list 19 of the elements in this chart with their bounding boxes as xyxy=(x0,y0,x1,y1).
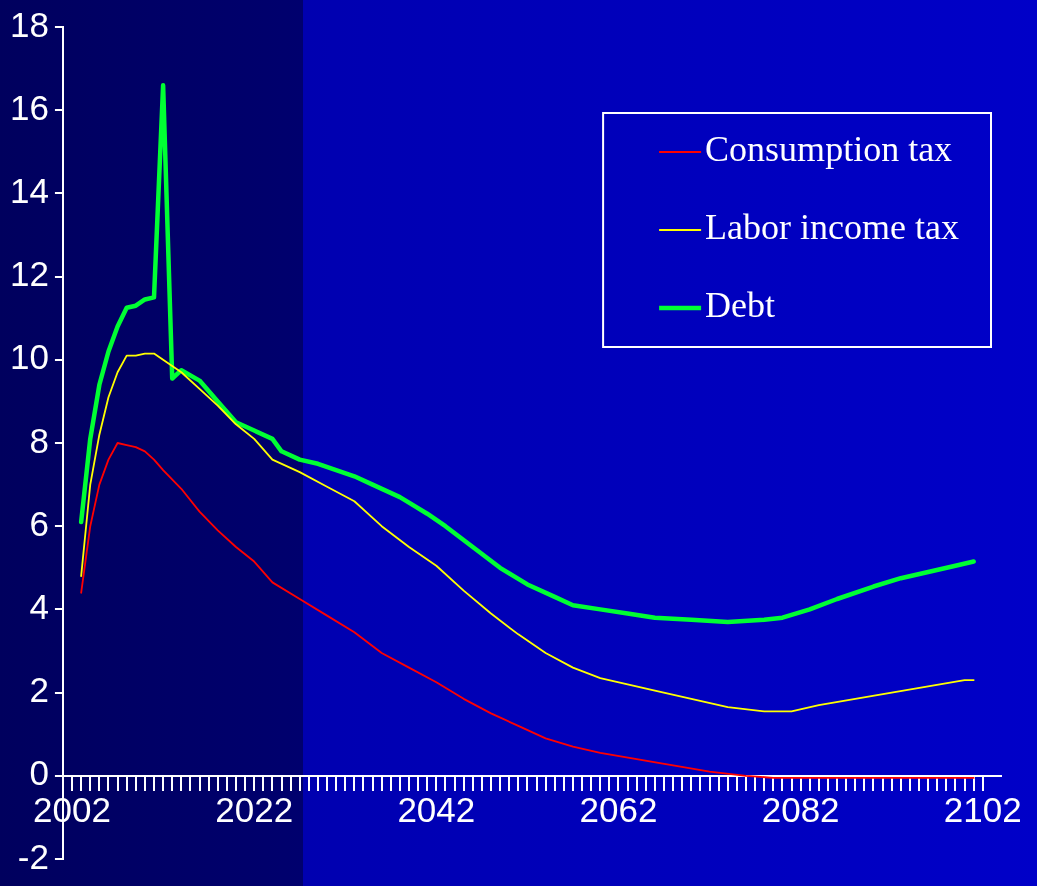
y-tick-label: 14 xyxy=(9,171,49,211)
y-tick-label: 8 xyxy=(29,420,49,460)
x-tick-label: 2102 xyxy=(943,790,1022,830)
y-tick-label: 10 xyxy=(9,337,49,377)
y-tick-label: 4 xyxy=(29,587,49,627)
y-tick-label: 0 xyxy=(29,753,49,793)
legend-label: Consumption tax xyxy=(705,129,953,170)
x-tick-label: 2062 xyxy=(579,790,658,830)
x-tick-label: 2022 xyxy=(215,790,294,830)
y-tick-label: 18 xyxy=(9,4,49,44)
y-tick-label: 6 xyxy=(29,503,49,543)
y-tick-label: 16 xyxy=(9,87,49,127)
legend-label: Labor income tax xyxy=(705,207,960,248)
x-tick-label: 2082 xyxy=(761,790,840,830)
y-tick-label: -2 xyxy=(17,836,49,876)
legend-label: Debt xyxy=(705,285,776,326)
y-tick-label: 12 xyxy=(9,254,49,294)
y-tick-label: 2 xyxy=(29,670,49,710)
x-tick-label: 2042 xyxy=(397,790,476,830)
